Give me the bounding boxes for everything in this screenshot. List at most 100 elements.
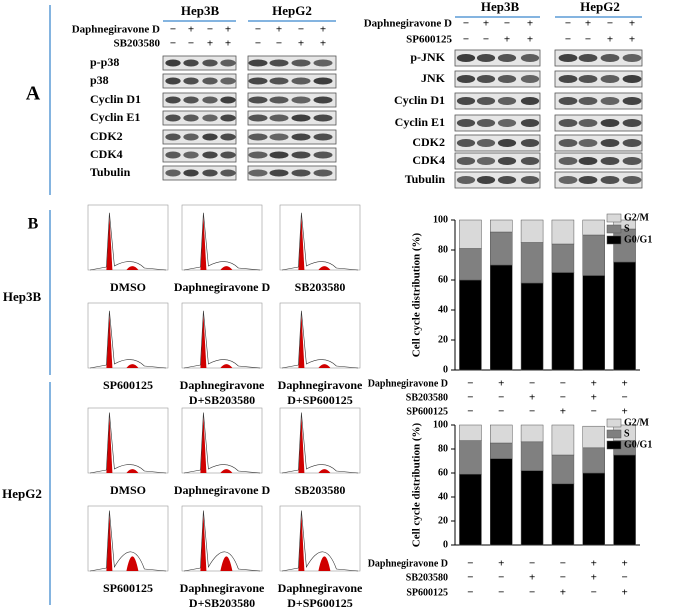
blot-frame bbox=[454, 92, 541, 110]
treatment-sign: − bbox=[504, 18, 510, 30]
bar-segment bbox=[459, 424, 482, 441]
treatment-label: Daphnegiravone D bbox=[368, 558, 448, 569]
blot-band bbox=[622, 119, 642, 127]
blot-band bbox=[220, 59, 236, 67]
histogram-outline bbox=[183, 212, 261, 271]
treatment-sign: + bbox=[188, 24, 194, 36]
blot-band bbox=[291, 151, 311, 159]
histogram-peak bbox=[298, 312, 305, 368]
blot-band bbox=[456, 75, 476, 83]
histogram-caption: D+SB203580 bbox=[189, 393, 255, 407]
legend-label: G2/M bbox=[624, 212, 650, 223]
blot-band bbox=[476, 176, 496, 184]
blot-band bbox=[269, 133, 289, 141]
treatment-sign: + bbox=[529, 392, 535, 404]
cell-line-header: HepG2 bbox=[580, 0, 620, 14]
blot-band bbox=[520, 139, 540, 147]
treatment-sign: − bbox=[585, 34, 591, 46]
histogram-caption: Daphnegiravone D bbox=[174, 280, 271, 294]
blot-band bbox=[313, 59, 333, 67]
bar-segment bbox=[490, 458, 513, 546]
protein-label: p38 bbox=[90, 73, 109, 87]
blot-band bbox=[291, 96, 311, 104]
treatment-sign: − bbox=[463, 34, 469, 46]
blot-band bbox=[202, 169, 218, 177]
protein-label: Cyclin E1 bbox=[395, 115, 445, 129]
histogram-outline bbox=[183, 412, 261, 474]
blot-band bbox=[269, 114, 289, 122]
treatment-sign: + bbox=[320, 24, 326, 36]
blot-band bbox=[476, 97, 496, 105]
protein-label: CDK2 bbox=[90, 129, 123, 143]
blot-band bbox=[248, 96, 268, 104]
histogram-outline bbox=[281, 510, 359, 572]
treatment-sign: + bbox=[527, 18, 533, 30]
blot-frame bbox=[454, 49, 541, 67]
blot-band bbox=[248, 59, 268, 67]
y-tick-label: 20 bbox=[438, 334, 448, 345]
blot-band bbox=[291, 77, 311, 85]
legend-label: S bbox=[624, 223, 630, 234]
blot-band bbox=[165, 114, 181, 122]
blot-band bbox=[558, 119, 578, 127]
bar-segment bbox=[520, 470, 544, 546]
blot-band bbox=[165, 169, 181, 177]
blot-band bbox=[183, 77, 199, 85]
y-tick-label: 0 bbox=[443, 364, 448, 375]
blot-frame bbox=[554, 114, 643, 132]
blot-band bbox=[600, 75, 620, 83]
treatment-label: SP600125 bbox=[406, 406, 448, 417]
bar-segment bbox=[459, 440, 482, 475]
histogram-peak bbox=[106, 214, 113, 270]
blot-band bbox=[476, 139, 496, 147]
blot-band bbox=[520, 119, 540, 127]
histogram-outline bbox=[281, 412, 359, 474]
histogram-outline bbox=[89, 212, 167, 271]
blot-band bbox=[313, 114, 333, 122]
blot-band bbox=[578, 139, 598, 147]
treatment-label: Daphnegiravone D bbox=[368, 378, 448, 389]
blot-band bbox=[578, 176, 598, 184]
blot-band bbox=[558, 176, 578, 184]
treatment-sign: − bbox=[560, 392, 566, 404]
histogram-outline bbox=[89, 510, 167, 572]
treatment-label: SB203580 bbox=[406, 392, 448, 403]
protein-label: Cyclin E1 bbox=[90, 110, 140, 124]
protein-label: Tubulin bbox=[405, 172, 446, 186]
blot-band bbox=[497, 176, 517, 184]
blot-band bbox=[558, 75, 578, 83]
blot-band bbox=[497, 54, 517, 62]
bar-segment bbox=[490, 219, 513, 233]
treatment-sign: − bbox=[170, 24, 176, 36]
blot-band bbox=[269, 96, 289, 104]
cell-line-label: HepG2 bbox=[2, 486, 42, 501]
blot-band bbox=[313, 77, 333, 85]
treatment-sign: + bbox=[207, 38, 213, 50]
blot-band bbox=[248, 151, 268, 159]
histogram-peak bbox=[126, 556, 139, 571]
treatment-label: SP600125 bbox=[406, 34, 452, 46]
cell-line-header: Hep3B bbox=[181, 3, 220, 18]
blot-band bbox=[497, 157, 517, 165]
blot-band bbox=[165, 96, 181, 104]
blot-band bbox=[600, 54, 620, 62]
histogram-caption: Daphnegiravone bbox=[278, 378, 363, 392]
blot-band bbox=[558, 54, 578, 62]
y-tick-label: 80 bbox=[438, 244, 448, 255]
blot-band bbox=[622, 176, 642, 184]
blot-band bbox=[269, 169, 289, 177]
treatment-sign: − bbox=[298, 24, 304, 36]
blot-band bbox=[622, 54, 642, 62]
blot-band bbox=[183, 114, 199, 122]
blot-band bbox=[456, 139, 476, 147]
treatment-sign: − bbox=[621, 392, 627, 404]
treatment-sign: + bbox=[498, 378, 504, 390]
treatment-sign: − bbox=[467, 572, 473, 584]
treatment-sign: − bbox=[607, 18, 613, 30]
bar-segment bbox=[551, 454, 575, 485]
treatment-sign: + bbox=[591, 392, 597, 404]
blot-frame bbox=[162, 55, 237, 71]
treatment-label: Daphnegiravone D bbox=[72, 24, 160, 36]
y-tick-label: 40 bbox=[438, 304, 448, 315]
